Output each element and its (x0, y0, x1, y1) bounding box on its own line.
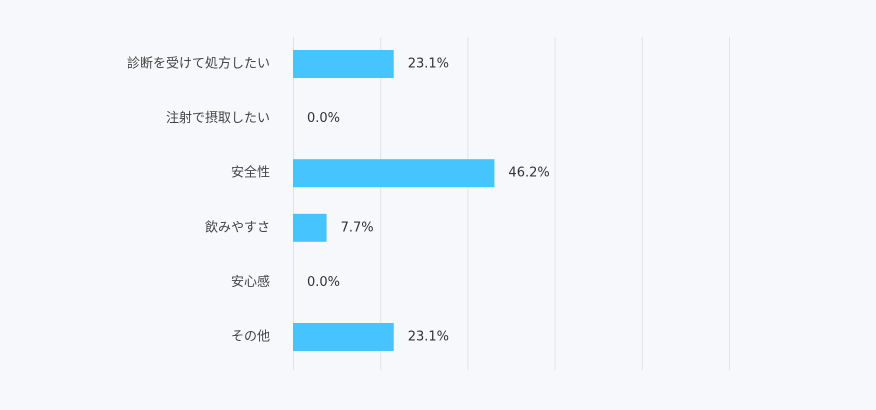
bar (293, 50, 394, 78)
labels: 診断を受けて処方したい 23.1% 注射で摂取したい 0.0% 安全性 46.2% 飲みやす… (127, 56, 550, 345)
value-label: 7.7% (341, 220, 374, 235)
value-label: 23.1% (408, 57, 449, 72)
bars (293, 50, 495, 351)
category-label: 安心感 (231, 274, 270, 290)
category-label: 安全性 (231, 165, 270, 181)
value-label: 23.1% (408, 330, 449, 345)
value-label: 0.0% (307, 111, 340, 126)
category-label: その他 (231, 330, 270, 345)
category-label: 飲みやすさ (205, 219, 270, 235)
value-label: 0.0% (307, 275, 340, 290)
grid-lines (293, 37, 730, 370)
bar (293, 213, 327, 242)
bar (293, 159, 495, 188)
category-label: 診断を受けて処方したい (127, 56, 270, 72)
bar (293, 323, 394, 351)
value-label: 46.2% (508, 166, 549, 181)
category-label: 注射で摂取したい (166, 110, 270, 126)
